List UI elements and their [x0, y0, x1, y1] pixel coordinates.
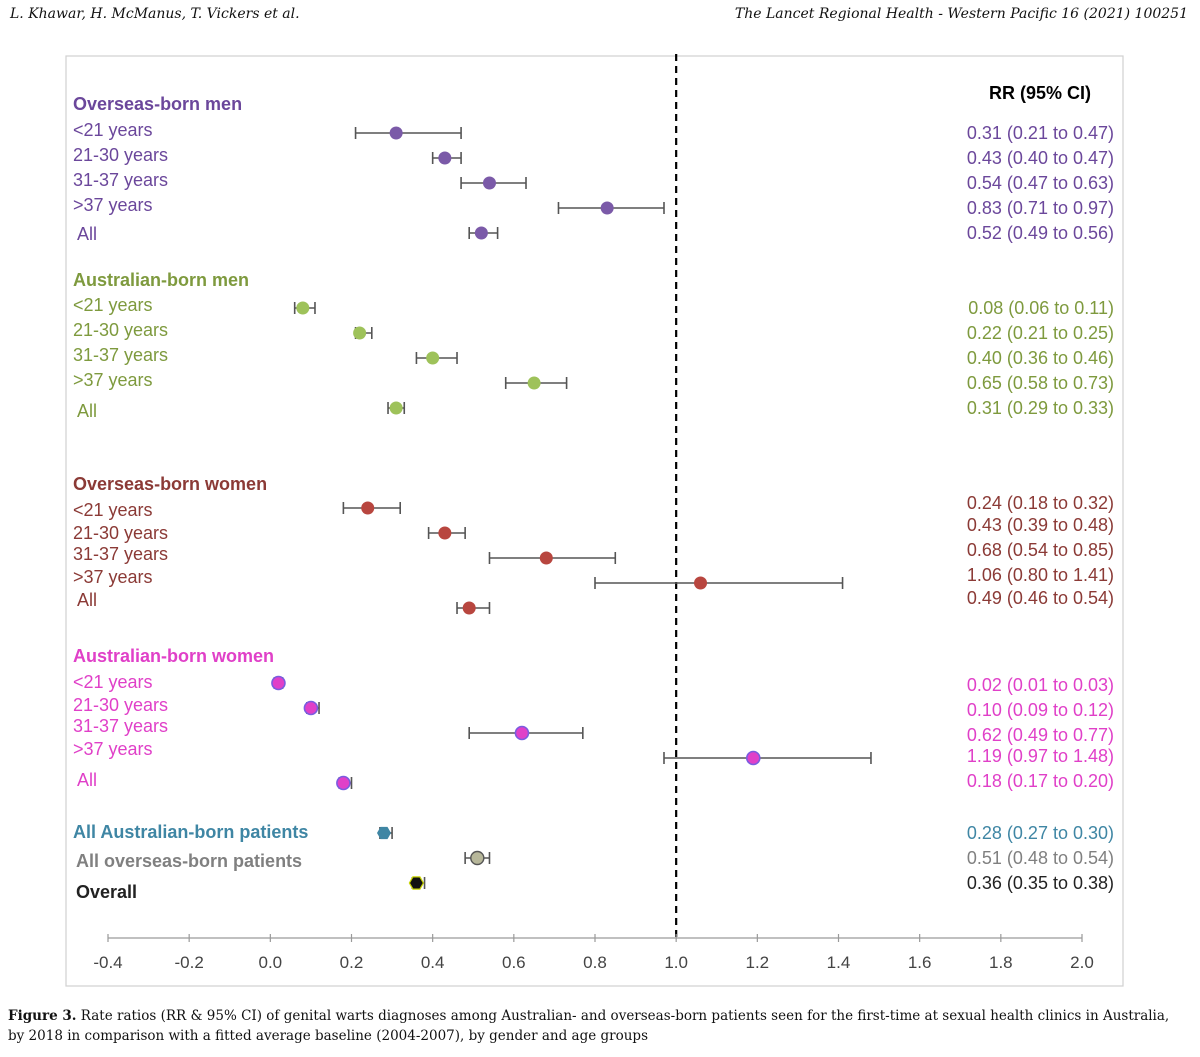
group-title: Australian-born women — [73, 646, 274, 666]
row-label: 21-30 years — [73, 695, 168, 715]
rr-value: 0.31 (0.29 to 0.33) — [967, 398, 1114, 418]
rr-value: 1.19 (0.97 to 1.48) — [967, 746, 1114, 766]
x-tick-label: 0.6 — [502, 953, 526, 972]
x-tick-label: 1.6 — [908, 953, 932, 972]
x-tick-label: 2.0 — [1070, 953, 1094, 972]
rr-point — [539, 551, 553, 565]
rr-value: 0.65 (0.58 to 0.73) — [967, 373, 1114, 393]
rr-point — [389, 126, 403, 140]
row-label: 31-37 years — [73, 716, 168, 736]
rr-point — [271, 675, 286, 691]
row-label: >37 years — [73, 739, 153, 759]
rr-point — [438, 526, 452, 540]
rr-value: 0.08 (0.06 to 0.11) — [968, 298, 1114, 318]
running-header-authors: L. Khawar, H. McManus, T. Vickers et al. — [10, 6, 300, 22]
rr-value: 1.06 (0.80 to 1.41) — [967, 565, 1114, 585]
row-label: All — [77, 590, 97, 610]
forest-plot: RR (95% CI) -0.4 -0.2 0.0 0.2 0.4 0.6 0.8 1.0 1.… — [65, 54, 1124, 987]
chart-frame — [65, 55, 1124, 987]
row-label: 31-37 years — [73, 345, 168, 365]
rr-value: 0.18 (0.17 to 0.20) — [967, 771, 1114, 791]
row-label: 31-37 years — [73, 544, 168, 564]
summary-label: All Australian-born patients — [73, 822, 308, 842]
group-title: Overseas-born men — [73, 94, 242, 114]
row-label: <21 years — [73, 672, 153, 692]
rr-point — [353, 326, 367, 340]
row-label: All — [77, 770, 97, 790]
figure-caption: Figure 3. Rate ratios (RR & 95% CI) of g… — [8, 1006, 1188, 1046]
row-label: <21 years — [73, 295, 153, 315]
group-title: Australian-born men — [73, 270, 249, 290]
rr-value: 0.28 (0.27 to 0.30) — [967, 823, 1114, 843]
row-label: >37 years — [73, 370, 153, 390]
rr-point — [438, 151, 452, 165]
rr-point — [694, 576, 708, 590]
row-label: All — [77, 224, 97, 244]
rr-point — [389, 401, 403, 415]
rr-value: 0.43 (0.39 to 0.48) — [967, 515, 1114, 535]
x-tick-label: 0.0 — [259, 953, 283, 972]
rr-value: 0.54 (0.47 to 0.63) — [967, 173, 1114, 193]
rr-point — [600, 201, 614, 215]
rr-point — [482, 176, 496, 190]
x-tick-label: -0.4 — [93, 953, 122, 972]
rr-point — [361, 501, 375, 515]
row-label: 21-30 years — [73, 320, 168, 340]
summary-label: Overall — [76, 882, 137, 902]
rr-point — [336, 775, 351, 791]
summary-label: All overseas-born patients — [76, 851, 302, 871]
rr-point — [527, 376, 541, 390]
rr-point — [303, 700, 319, 716]
rr-point — [426, 351, 440, 365]
rr-value: 0.83 (0.71 to 0.97) — [967, 198, 1114, 218]
rr-point — [296, 301, 310, 315]
row-label: >37 years — [73, 195, 153, 215]
x-tick-label: 1.4 — [827, 953, 851, 972]
rr-value: 0.52 (0.49 to 0.56) — [967, 223, 1114, 243]
rr-value: 0.31 (0.21 to 0.47) — [967, 123, 1114, 143]
x-tick-label: 0.8 — [583, 953, 607, 972]
rr-value: 0.10 (0.09 to 0.12) — [967, 700, 1114, 720]
rr-value: 0.68 (0.54 to 0.85) — [967, 540, 1114, 560]
row-label: <21 years — [73, 120, 153, 140]
caption-text: Rate ratios (RR & 95% CI) of genital war… — [8, 1008, 1170, 1044]
rr-point — [514, 725, 530, 741]
row-label: 31-37 years — [73, 170, 168, 190]
x-tick-label: -0.2 — [175, 953, 204, 972]
rr-value: 0.24 (0.18 to 0.32) — [967, 493, 1114, 513]
caption-label: Figure 3. — [8, 1008, 77, 1024]
rr-value: 0.49 (0.46 to 0.54) — [967, 588, 1114, 608]
rr-point — [462, 601, 476, 615]
rr-value: 0.51 (0.48 to 0.54) — [967, 848, 1114, 868]
rr-point — [377, 826, 391, 840]
rr-value: 0.62 (0.49 to 0.77) — [967, 725, 1114, 745]
rr-value: 0.02 (0.01 to 0.03) — [967, 675, 1114, 695]
running-header-journal: The Lancet Regional Health - Western Pac… — [734, 6, 1188, 22]
rr-point — [745, 750, 761, 766]
rr-value: 0.40 (0.36 to 0.46) — [967, 348, 1114, 368]
rr-column-header: RR (95% CI) — [989, 83, 1091, 103]
rr-value: 0.43 (0.40 to 0.47) — [967, 148, 1114, 168]
row-label: <21 years — [73, 500, 153, 520]
row-label: 21-30 years — [73, 145, 168, 165]
rr-point — [474, 226, 488, 240]
row-label: 21-30 years — [73, 523, 168, 543]
rr-point — [470, 850, 485, 866]
group-title: Overseas-born women — [73, 474, 267, 494]
x-tick-label: 1.0 — [664, 953, 688, 972]
rr-value: 0.36 (0.35 to 0.38) — [967, 873, 1114, 893]
x-tick-label: 0.4 — [421, 953, 445, 972]
rr-point — [408, 876, 425, 890]
row-label: All — [77, 401, 97, 421]
row-label: >37 years — [73, 567, 153, 587]
x-tick-label: 1.2 — [746, 953, 770, 972]
x-tick-label: 0.2 — [340, 953, 364, 972]
x-tick-label: 1.8 — [989, 953, 1013, 972]
rr-value: 0.22 (0.21 to 0.25) — [967, 323, 1114, 343]
